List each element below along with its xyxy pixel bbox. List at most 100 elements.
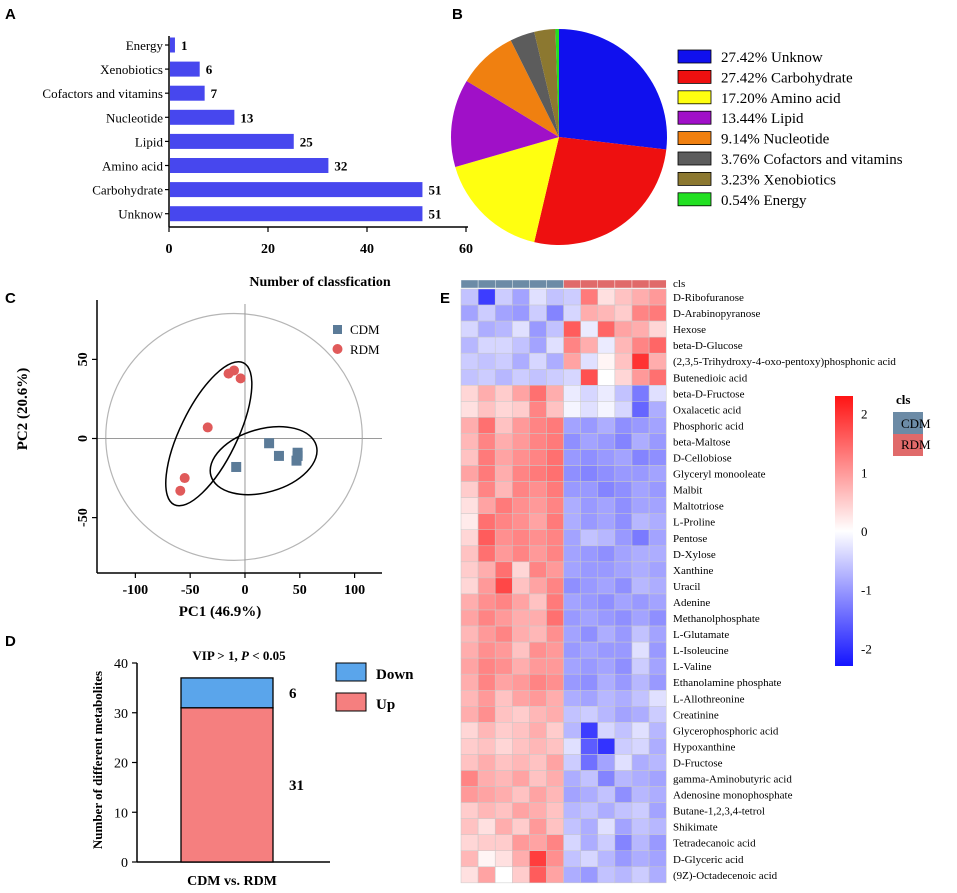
heatmap-cell — [494, 625, 513, 643]
heatmap-cell — [512, 352, 530, 370]
heatmap-cell — [477, 417, 496, 434]
heatmap-cell — [477, 433, 496, 450]
heatmap-cell — [563, 609, 581, 627]
row-label-creatinine: Creatinine — [673, 709, 719, 721]
heatmap-cell — [631, 352, 650, 370]
pie-slice-amino-acid — [455, 137, 559, 243]
heatmap-cell — [546, 641, 564, 659]
cls-cell-rdm-2 — [580, 279, 599, 289]
heatmap-cell — [631, 385, 650, 402]
heatmap-cell — [597, 336, 616, 354]
colorbar-tick-neg2: -2 — [861, 641, 872, 656]
x-tick-label-40: 40 — [360, 242, 374, 257]
row-label-2-3-5-trihydroxy-4-oxo-pentoxy-phosphonic-acid: (2,3,5-Trihydroxy-4-oxo-pentoxy)phosphon… — [673, 356, 896, 368]
heatmap-cell — [529, 866, 547, 884]
heatmap-cell — [597, 673, 616, 691]
heatmap-cell — [597, 304, 616, 322]
cls-cell-rdm-4 — [614, 279, 633, 289]
heatmap-cell — [460, 369, 479, 386]
heatmap-cell — [460, 352, 479, 370]
heatmap-cell — [648, 529, 667, 547]
legend-swatch-lipid — [677, 110, 712, 125]
heatmap-cell — [512, 497, 530, 514]
heatmap-cell — [460, 481, 479, 498]
row-label-l-allothreonine: L-Allothreonine — [673, 693, 745, 705]
heatmap-cell — [494, 641, 513, 659]
heatmap-cell — [460, 834, 479, 852]
heatmap-cell — [460, 722, 479, 739]
row-label-beta-d-glucose: beta-D-Glucose — [673, 340, 743, 352]
bar-unknow — [170, 206, 423, 222]
heatmap-cell — [546, 802, 564, 819]
heatmap-cell — [477, 385, 496, 402]
heatmap-cell — [563, 673, 581, 691]
heatmap-cell — [648, 690, 667, 707]
heatmap-cell — [648, 770, 667, 787]
heatmap-cell — [631, 449, 650, 466]
heatmap-cell — [546, 336, 564, 354]
heatmap-cell — [529, 786, 547, 803]
heatmap-cell — [512, 417, 530, 434]
heatmap-cell — [546, 529, 564, 547]
heatmap-cell — [563, 529, 581, 547]
heatmap-cell — [631, 690, 650, 707]
heatmap-cell — [563, 433, 581, 450]
row-label-gamma-aminobutyric-acid: gamma-Aminobutyric acid — [673, 774, 792, 786]
heatmap-cell — [546, 497, 564, 514]
heatmap-cell — [477, 497, 496, 514]
heatmap-cell — [580, 722, 599, 739]
heatmap-cell — [563, 754, 581, 771]
heatmap-cell — [597, 609, 616, 627]
group-ellipse-2 — [209, 425, 318, 496]
colorbar-tick-1: 1 — [861, 465, 868, 480]
d-y-tick-label-30: 30 — [114, 707, 128, 722]
row-label-adenine: Adenine — [673, 597, 710, 609]
legend-swatch-cofactors-and-vitamins — [677, 151, 712, 166]
heatmap-cell — [529, 320, 547, 338]
cls-cell-cdm-6 — [546, 279, 564, 289]
bar-cofactors-and-vitamins — [170, 85, 205, 101]
heatmap-cell — [597, 738, 616, 755]
panel-c-x-label: PC1 (46.9%) — [179, 604, 262, 620]
heatmap-cell — [546, 545, 564, 563]
value-label-up: 31 — [289, 778, 304, 794]
heatmap-cell — [597, 417, 616, 434]
heatmap-cell — [580, 529, 599, 547]
heatmap-cell — [477, 770, 496, 787]
heatmap-cell — [563, 850, 581, 868]
heatmap-cell — [477, 352, 496, 370]
heatmap-cell — [546, 577, 564, 595]
heatmap-cell — [477, 754, 496, 771]
heatmap-cell — [460, 320, 479, 338]
heatmap-cell — [477, 866, 496, 884]
point-cdm-3 — [273, 450, 284, 461]
heatmap-cell — [460, 706, 479, 723]
heatmap-cell — [614, 304, 633, 322]
heatmap-cell — [597, 834, 616, 852]
legend-cdm-swatch — [893, 412, 923, 434]
cls-cell-cdm-5 — [529, 279, 547, 289]
heatmap-cell — [460, 786, 479, 803]
pie-slice-unknow — [559, 29, 667, 150]
heatmap-cell — [597, 850, 616, 868]
point-cdm-6 — [292, 450, 303, 461]
heatmap-cell — [614, 641, 633, 659]
legend-label-energy: 0.54% Energy — [721, 193, 807, 209]
heatmap-cell — [529, 850, 547, 868]
heatmap-cell — [460, 754, 479, 771]
heatmap-cell — [648, 818, 667, 835]
heatmap-cell — [648, 401, 667, 418]
category-label-amino-acid: Amino acid — [102, 159, 164, 174]
heatmap-cell — [477, 625, 496, 643]
heatmap-cell — [648, 561, 667, 579]
heatmap-cell — [614, 818, 633, 835]
heatmap-cell — [460, 850, 479, 868]
heatmap-cell — [512, 577, 530, 595]
heatmap-cell — [512, 850, 530, 868]
row-label-d-arabinopyranose: D-Arabinopyranose — [673, 308, 760, 320]
heatmap-cell — [477, 641, 496, 659]
heatmap-cell — [631, 481, 650, 498]
heatmap-cell — [460, 625, 479, 643]
heatmap-cell — [529, 352, 547, 370]
d-y-tick-label-20: 20 — [114, 757, 128, 772]
